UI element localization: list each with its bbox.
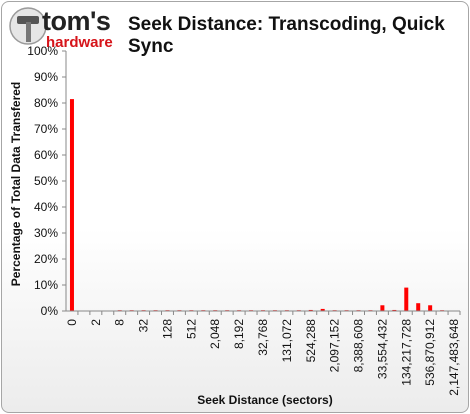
x-axis-ticks: 0 2 8 32 128 512 2,048 8,192 32,768 131,072 524,28… (65, 311, 461, 396)
y-tick-label: 40% (34, 200, 58, 214)
y-tick-label: 10% (34, 278, 58, 292)
x-tick-label: 8 (113, 319, 127, 326)
x-tick-label: 2,147,483,648 (447, 319, 461, 396)
y-tick-label: 0% (41, 304, 59, 318)
x-tick-label: 32 (137, 319, 151, 333)
bar (69, 99, 74, 311)
hammer-icon (9, 7, 47, 45)
y-tick-label: 60% (34, 148, 58, 162)
x-tick-label: 2,048 (208, 319, 222, 349)
x-tick-label: 2,097,152 (328, 319, 342, 373)
y-axis-label: Percentage of Total Data Transfered (9, 82, 23, 287)
x-tick-label: 134,217,728 (399, 319, 413, 386)
bars (69, 99, 445, 311)
y-tick-label: 80% (34, 96, 58, 110)
x-axis-label: Seek Distance (sectors) (197, 393, 332, 407)
x-tick-label: 32,768 (256, 319, 270, 356)
y-tick-label: 90% (34, 70, 58, 84)
x-tick-label: 524,288 (304, 319, 318, 363)
x-tick-label: 128 (160, 319, 174, 339)
y-tick-label: 20% (34, 252, 58, 266)
bar (392, 309, 397, 311)
bar (428, 305, 433, 311)
x-tick-label: 33,554,432 (375, 319, 389, 379)
y-tick-label: 100% (27, 44, 58, 58)
x-tick-label: 0 (65, 319, 79, 326)
bar (404, 287, 409, 311)
x-tick-label: 2 (89, 319, 103, 326)
bar (308, 309, 313, 311)
x-tick-label: 131,072 (280, 319, 294, 363)
bar (320, 308, 325, 311)
x-tick-label: 8,192 (232, 319, 246, 349)
x-tick-label: 8,388,608 (352, 319, 366, 373)
y-axis-ticks: 0% 10% 20% 30% 40% 50% 60% 70% 80% 90% 100% (27, 44, 66, 318)
bar (416, 303, 421, 311)
brand-name-top: tom's (42, 6, 111, 36)
brand-name-bottom: hardware (46, 34, 113, 51)
y-tick-label: 50% (34, 174, 58, 188)
bar (380, 305, 385, 311)
chart-title: Seek Distance: Transcoding, Quick Sync (128, 14, 445, 57)
brand-logo: tom's hardware (8, 4, 118, 51)
x-tick-label: 512 (184, 319, 198, 339)
x-tick-label: 536,870,912 (423, 319, 437, 386)
y-tick-label: 30% (34, 226, 58, 240)
y-tick-label: 70% (34, 122, 58, 136)
